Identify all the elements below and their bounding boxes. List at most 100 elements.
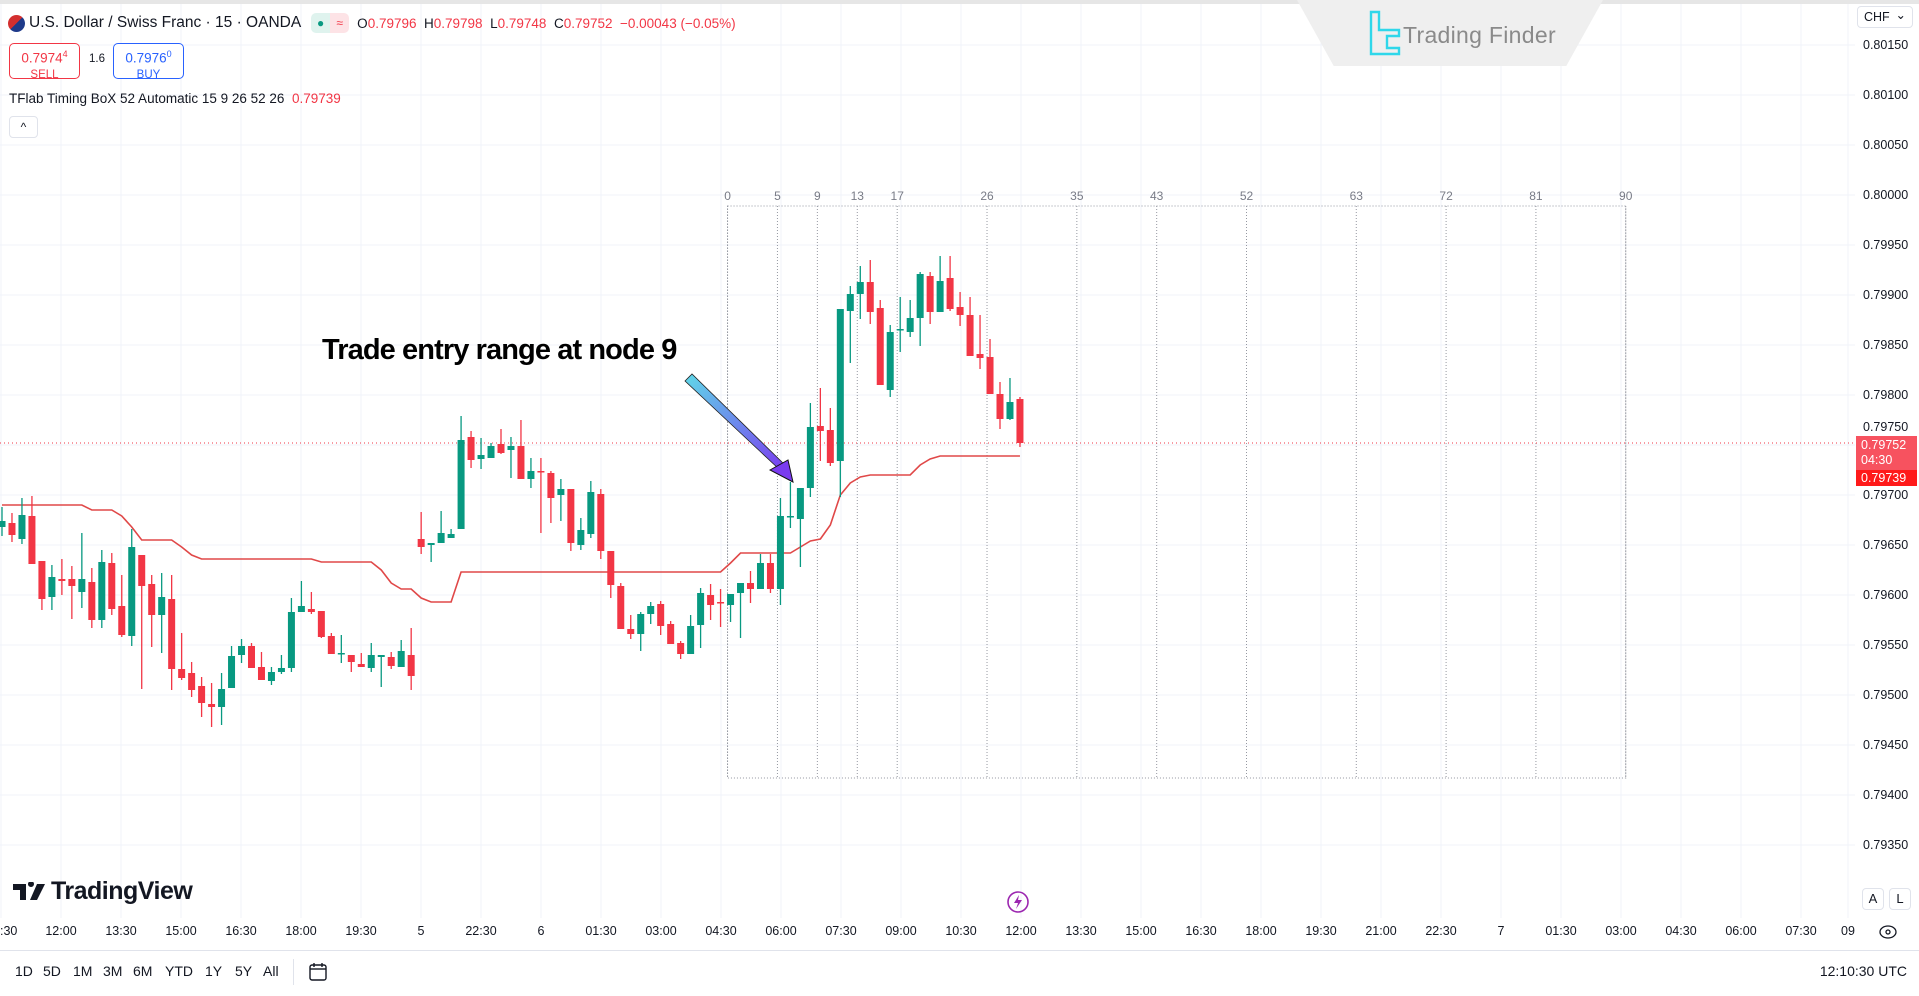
- price-label: 0.79350: [1863, 838, 1909, 852]
- candle: [447, 529, 455, 538]
- candle-body: [856, 282, 864, 294]
- candle: [956, 292, 964, 326]
- candle-body: [78, 579, 86, 592]
- indicator-line: [2, 455, 1020, 603]
- candle-body: [248, 646, 255, 668]
- time-label: 09:00: [885, 924, 917, 938]
- tradingview-logo[interactable]: TradingView: [13, 877, 193, 906]
- time-label: 22:30: [465, 924, 497, 938]
- timing-node-label: 90: [1619, 189, 1633, 203]
- range-button-6m[interactable]: 6M: [133, 963, 153, 979]
- candle: [68, 566, 76, 619]
- candle-body: [936, 281, 944, 312]
- candle: [527, 458, 535, 488]
- indicator-value: 0.79739: [291, 91, 341, 106]
- watermark-text: Trading Finder: [1403, 22, 1556, 48]
- range-button-3m[interactable]: 3M: [103, 963, 123, 979]
- time-label: 03:00: [645, 924, 677, 938]
- candle-body: [367, 655, 375, 668]
- time-label: 06:00: [1725, 924, 1757, 938]
- candle: [727, 594, 735, 622]
- candle: [577, 518, 585, 550]
- candle-body: [966, 315, 974, 356]
- calendar-goto-icon[interactable]: [307, 961, 329, 983]
- timing-node-label: 5: [774, 189, 781, 203]
- annotation-text[interactable]: Trade entry range at node 9: [322, 334, 677, 366]
- time-axis[interactable]: :30 12:00 13:30 15:00 16:30 18:00 19:30 5 22:30 6…: [0, 918, 1855, 946]
- range-button-ytd[interactable]: YTD: [165, 963, 193, 979]
- auto-scale-button[interactable]: A: [1862, 888, 1884, 910]
- candle: [218, 673, 226, 725]
- indicator-legend[interactable]: TFlab Timing BoX 52 Automatic 15 9 26 52…: [9, 91, 341, 106]
- candle: [557, 479, 565, 521]
- candle-body: [158, 597, 166, 615]
- annotation-arrow[interactable]: [684, 373, 794, 483]
- timing-node-label: 52: [1240, 189, 1254, 203]
- candle: [567, 489, 575, 551]
- candle-body: [547, 473, 555, 498]
- candle: [866, 260, 874, 324]
- time-label: 18:00: [1245, 924, 1277, 938]
- price-label: 0.79500: [1863, 688, 1909, 702]
- chart-pane[interactable]: 0 5 9 13 17 26 35 43 52 63 72 81 90: [0, 4, 1855, 918]
- buy-button[interactable]: 0.79760 BUY: [113, 43, 184, 81]
- price-label: 0.79800: [1863, 388, 1909, 402]
- window-top-strip: [0, 0, 1919, 4]
- market-status-badge[interactable]: ● ≈: [311, 13, 350, 33]
- settings-icon[interactable]: [1878, 924, 1898, 940]
- candle: [257, 652, 265, 680]
- log-scale-button[interactable]: L: [1889, 888, 1911, 910]
- candle-body: [8, 523, 16, 535]
- candle: [637, 612, 645, 651]
- candle-body: [387, 657, 395, 666]
- time-label: 12:00: [1005, 924, 1037, 938]
- candle-body: [477, 455, 485, 459]
- time-label: 12:00: [45, 924, 77, 938]
- time-label: 21:00: [1365, 924, 1397, 938]
- candle-body: [507, 446, 515, 450]
- candle: [747, 571, 754, 603]
- range-button-1y[interactable]: 1Y: [205, 963, 223, 979]
- time-label: 15:00: [1125, 924, 1157, 938]
- currency-dropdown[interactable]: CHF ⌄: [1857, 6, 1913, 28]
- candle: [966, 297, 974, 356]
- candle: [267, 667, 275, 685]
- candle: [707, 584, 715, 620]
- range-button-all[interactable]: All: [263, 963, 279, 979]
- candle-body: [687, 626, 695, 654]
- candle: [38, 561, 46, 610]
- candle-body: [926, 276, 934, 312]
- sell-button[interactable]: 0.79744 SELL: [9, 43, 80, 81]
- trading-finder-logo-icon: [1369, 10, 1401, 56]
- price-axis[interactable]: 0.80150 0.80100 0.80050 0.80000 0.79950 0.799…: [1855, 4, 1919, 918]
- range-button-1d[interactable]: 1D: [15, 963, 33, 979]
- candle-body: [487, 446, 495, 458]
- candle: [198, 677, 206, 717]
- candle-body: [737, 583, 745, 593]
- candle: [377, 655, 385, 687]
- lightning-icon[interactable]: [1006, 890, 1030, 914]
- time-label: 07:30: [825, 924, 857, 938]
- candle: [228, 646, 236, 688]
- range-button-1m[interactable]: 1M: [73, 963, 93, 979]
- candle: [487, 443, 495, 458]
- candle: [517, 420, 525, 479]
- price-chart[interactable]: 0 5 9 13 17 26 35 43 52 63 72 81 90: [0, 4, 1855, 918]
- candle: [926, 272, 934, 324]
- candle-body: [956, 307, 964, 315]
- candle: [617, 583, 625, 629]
- symbol-title[interactable]: U.S. Dollar / Swiss Franc · 15 · OANDA: [29, 14, 302, 31]
- candle-body: [786, 516, 794, 518]
- utc-clock[interactable]: 12:10:30 UTC: [1819, 963, 1907, 979]
- candle-body: [647, 606, 655, 614]
- range-button-5y[interactable]: 5Y: [235, 963, 253, 979]
- candle-body: [876, 308, 884, 385]
- approx-icon: ≈: [330, 13, 350, 33]
- candle: [826, 408, 834, 466]
- candle: [836, 309, 844, 497]
- candle: [407, 628, 415, 690]
- candle: [796, 488, 804, 567]
- collapse-legend-button[interactable]: ^: [9, 116, 38, 138]
- range-button-5d[interactable]: 5D: [43, 963, 61, 979]
- time-label: 04:30: [705, 924, 737, 938]
